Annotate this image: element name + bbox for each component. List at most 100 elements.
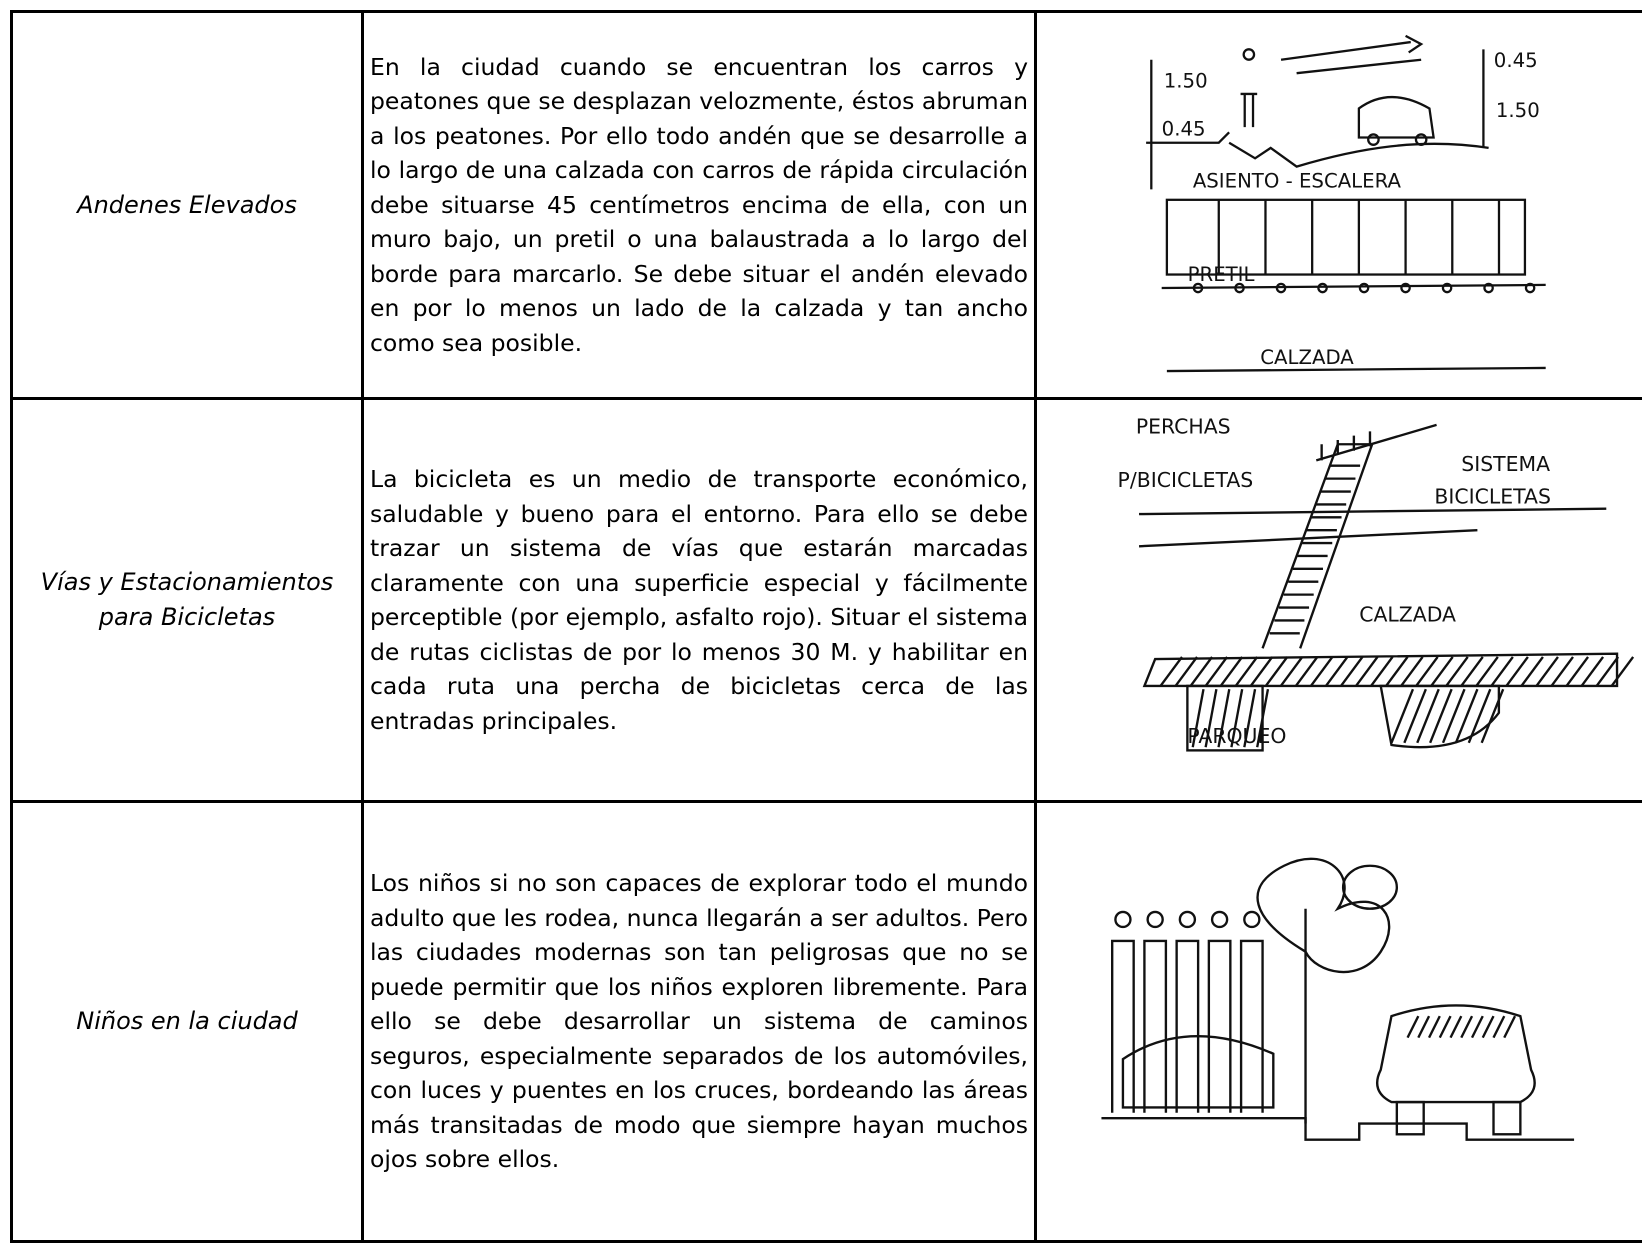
sketch-stroke xyxy=(1219,656,1244,687)
sketch-stroke xyxy=(1379,684,1501,749)
sketch-stroke xyxy=(1565,656,1589,687)
name-cell: Andenes Elevados xyxy=(10,10,364,400)
sketch-stroke xyxy=(1610,656,1635,687)
sketch-stroke xyxy=(1490,656,1514,687)
sketch-stroke xyxy=(1406,1015,1420,1039)
sketch-stroke xyxy=(1261,443,1374,649)
sketch-stroke xyxy=(1121,1035,1275,1109)
sketch-stroke xyxy=(1234,282,1245,294)
sketch-stroke xyxy=(1480,688,1505,744)
sketch-stroke xyxy=(1191,688,1205,748)
sketch-stroke xyxy=(1454,688,1479,744)
sketch-stroke xyxy=(1367,133,1380,146)
sketch-label: P/BICICLETAS xyxy=(1118,468,1254,492)
sketch-stroke xyxy=(1275,282,1287,294)
sketch-label: BICICLETAS xyxy=(1434,484,1551,508)
sketch-stroke xyxy=(1492,1100,1522,1136)
sketch-stroke xyxy=(1376,1004,1536,1104)
sketch-stroke xyxy=(1165,198,1527,276)
sketch-label: CALZADA xyxy=(1359,602,1456,626)
description-cell: Los niños si no son capaces de explorar … xyxy=(361,800,1037,1243)
sketch-stroke xyxy=(1294,656,1319,687)
sketch: PERCHAS P/BICICLETAS SISTEMA BICICLETAS CALZ… xyxy=(1118,415,1635,752)
sketch-stroke xyxy=(1204,688,1218,748)
sketch-label: SISTEMA xyxy=(1461,452,1550,476)
sketch-label: ASIENTO - ESCALERA xyxy=(1193,169,1402,192)
description-cell: La bicicleta es un medio de transporte e… xyxy=(361,397,1037,803)
sketch-label: 1.50 xyxy=(1496,99,1540,122)
sketch-stroke xyxy=(1505,656,1529,687)
sketch-stroke xyxy=(1243,688,1257,748)
sketch-stroke xyxy=(1239,939,1264,1113)
sketch-stroke xyxy=(1101,1116,1575,1141)
sketch-stroke xyxy=(1475,656,1499,687)
sketch-stroke xyxy=(1217,688,1231,748)
sketch-stroke xyxy=(1178,910,1197,929)
sketch-stroke xyxy=(1395,1100,1425,1136)
sketch xyxy=(1101,857,1575,1141)
sketch-stroke xyxy=(1114,910,1132,929)
sketch-stroke xyxy=(1280,34,1424,75)
sketch-stroke xyxy=(1483,282,1494,294)
sketch-stroke xyxy=(1111,939,1135,1113)
sketch-stroke xyxy=(1467,688,1492,744)
sketch-stroke xyxy=(1317,282,1328,294)
sketch-stroke xyxy=(1324,656,1349,687)
sketch-stroke xyxy=(1429,688,1453,744)
sketch-stroke xyxy=(1249,656,1274,687)
sketch-stroke xyxy=(1146,131,1489,168)
sketch-stroke xyxy=(1595,656,1620,687)
sketch-label: PARQUEO xyxy=(1187,724,1286,748)
sketch-stroke xyxy=(1470,1015,1484,1039)
sketch-stroke xyxy=(1234,656,1259,687)
sketch-stroke xyxy=(1400,656,1424,687)
sketch-cell: PERCHAS P/BICICLETAS SISTEMA BICICLETAS CALZ… xyxy=(1034,397,1642,803)
sketch-stroke xyxy=(1309,656,1334,687)
sketch-stroke xyxy=(1143,939,1168,1113)
sketch-stroke xyxy=(1441,282,1453,294)
sketch-cell: 1.50 0.45 0.45 1.50 ASIENTO - ESCALERA PRETIL… xyxy=(1034,10,1642,400)
sketch-stroke xyxy=(1256,857,1391,974)
sketch-stroke xyxy=(1524,282,1536,294)
sketch-stroke xyxy=(1503,1015,1517,1039)
sketch-stroke xyxy=(1449,1015,1463,1039)
sketch-stroke xyxy=(1460,656,1484,687)
sketch-stroke xyxy=(1159,656,1183,687)
sketch-label: 0.45 xyxy=(1162,117,1206,140)
sketch-stroke xyxy=(1279,656,1304,687)
sketch-cell xyxy=(1034,800,1642,1243)
sketch-stroke xyxy=(1189,656,1214,687)
sketch-stroke xyxy=(1415,656,1439,687)
row-description: Los niños si no son capaces de explorar … xyxy=(370,869,1028,1174)
sketch-label: 0.45 xyxy=(1494,49,1538,72)
sketch-stroke xyxy=(1230,688,1244,748)
sketch-stroke xyxy=(1192,282,1204,294)
sketch-stroke xyxy=(1204,656,1229,687)
sketch-stroke xyxy=(1438,1015,1452,1039)
sketch-stroke xyxy=(1174,656,1198,687)
row-description: En la ciudad cuando se encuentran los ca… xyxy=(370,52,1028,357)
sketch-stroke xyxy=(1550,656,1574,687)
sketch-stroke xyxy=(1341,864,1399,910)
sketch-stroke xyxy=(1403,688,1427,744)
sketch-stroke xyxy=(1340,656,1364,687)
sketch-stroke xyxy=(1175,939,1200,1113)
sketch-stroke xyxy=(1264,656,1289,687)
sketch-stroke xyxy=(1256,688,1270,748)
sketch: 1.50 0.45 0.45 1.50 ASIENTO - ESCALERA PRETIL… xyxy=(1146,34,1546,373)
sketch-stroke xyxy=(1240,92,1258,128)
sketch-stroke xyxy=(1243,910,1261,929)
sketch-stroke xyxy=(1390,688,1415,744)
sketch-stroke xyxy=(1357,96,1435,139)
sketch-stroke xyxy=(1142,652,1619,688)
sketch-stroke xyxy=(1416,688,1440,744)
row-name: Vías y Estacionamientos para Bicicletas xyxy=(40,568,334,631)
sketch-stroke xyxy=(1400,282,1411,294)
sketch-label: CALZADA xyxy=(1260,346,1354,369)
sketch-stroke xyxy=(1460,1015,1474,1039)
sketch-label: PERCHAS xyxy=(1136,415,1231,439)
sketch-stroke xyxy=(1207,939,1232,1113)
sketch-stroke xyxy=(1138,529,1478,548)
sketch-stroke xyxy=(1441,688,1466,744)
